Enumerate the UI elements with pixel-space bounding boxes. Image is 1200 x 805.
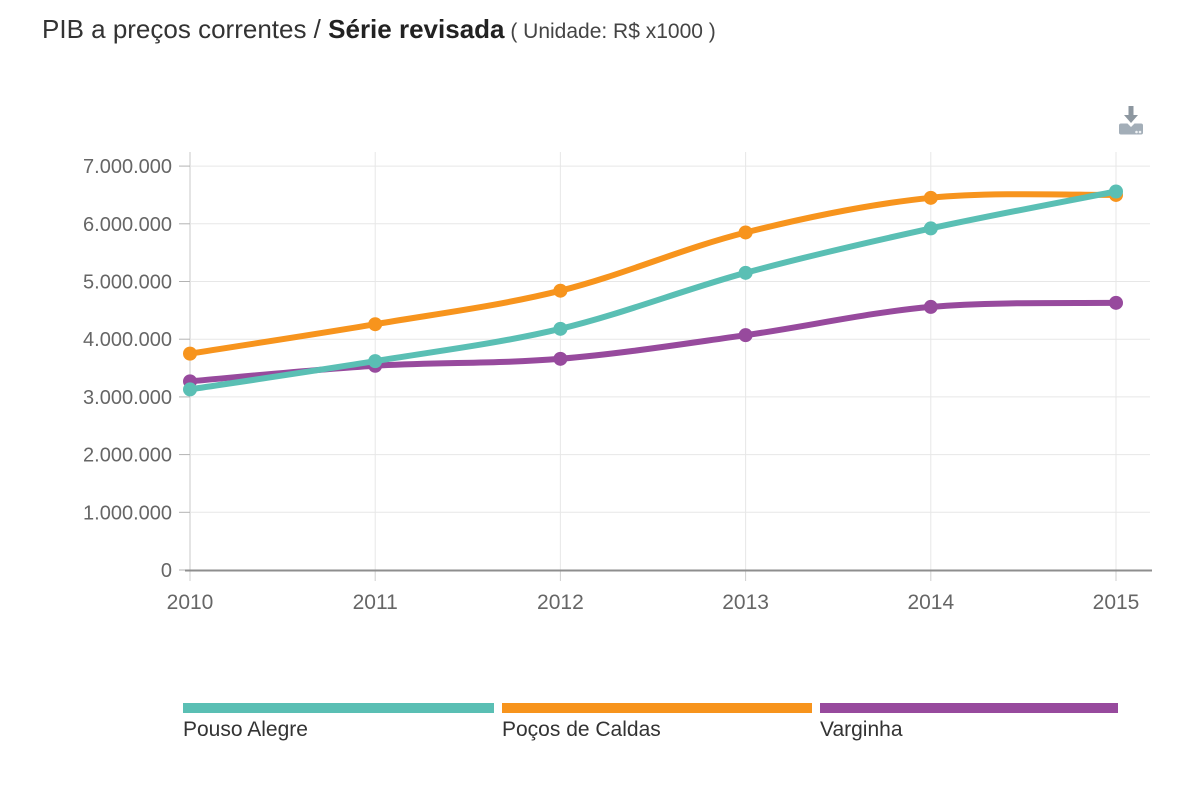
x-axis-label: 2015 [1093,591,1140,614]
legend-item-varginha[interactable]: Varginha [820,703,1118,742]
download-button[interactable] [1110,100,1152,142]
line-chart: 0 1.000.000 2.000.000 3.000.000 4.000.000 5.0… [83,152,1152,614]
data-point-varginha[interactable] [738,328,753,343]
download-icon [1119,106,1143,135]
series-line-po-os-de-caldas [187,191,1119,357]
y-axis-label: 7.000.000 [83,156,172,178]
data-point-po-os-de-caldas[interactable] [183,346,197,361]
data-point-po-os-de-caldas[interactable] [738,225,753,240]
data-point-pouso-alegre[interactable] [553,321,568,336]
legend-item-pocos-de-caldas[interactable]: Poços de Caldas [502,703,812,742]
x-axis-label: 2010 [167,591,214,614]
data-point-varginha[interactable] [923,299,938,314]
legend-item-pouso-alegre[interactable]: Pouso Alegre [183,703,494,742]
x-axis-label: 2011 [353,591,398,614]
title-main: PIB a preços correntes / [42,14,329,44]
data-point-po-os-de-caldas[interactable] [553,283,568,298]
legend-swatch [820,703,1118,713]
y-axis-label: 0 [161,560,172,582]
title-unit: ( Unidade: R$ x1000 ) [504,20,716,43]
legend-label: Pouso Alegre [183,718,308,741]
y-axis-label: 5.000.000 [83,272,172,294]
x-axis-label: 2014 [907,591,954,614]
series-line-pouso-alegre [187,188,1119,393]
title-series-name: Série revisada [328,14,505,44]
y-axis-label: 1.000.000 [83,502,172,524]
data-point-varginha[interactable] [1109,295,1123,310]
data-point-po-os-de-caldas[interactable] [923,190,938,205]
y-axis-label: 2.000.000 [83,445,172,467]
x-axis-label: 2013 [722,591,769,614]
data-point-po-os-de-caldas[interactable] [368,317,383,332]
legend-swatch [502,703,812,713]
data-point-pouso-alegre[interactable] [368,354,383,369]
data-point-pouso-alegre[interactable] [183,382,197,397]
data-point-pouso-alegre[interactable] [1109,184,1123,199]
data-point-varginha[interactable] [553,351,568,366]
y-axis-label: 6.000.000 [83,214,172,236]
y-axis-label: 3.000.000 [83,387,172,409]
x-axis-label: 2012 [537,591,584,614]
data-point-pouso-alegre[interactable] [923,221,938,236]
y-axis-label: 4.000.000 [83,329,172,351]
legend-swatch [183,703,494,713]
page-title: PIB a preços correntes / Série revisada … [42,14,716,45]
data-point-pouso-alegre[interactable] [738,265,753,280]
legend: Pouso Alegre Poços de Caldas Varginha [183,703,1118,742]
legend-label: Varginha [820,718,903,741]
legend-label: Poços de Caldas [502,718,661,741]
